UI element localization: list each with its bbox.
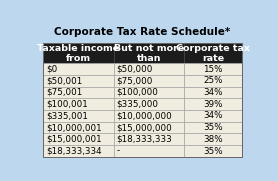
Text: 25%: 25% xyxy=(203,76,223,85)
Text: 15%: 15% xyxy=(203,65,223,73)
Text: 38%: 38% xyxy=(203,135,223,144)
Text: $75,001: $75,001 xyxy=(46,88,82,97)
Bar xyxy=(184,87,242,98)
Text: $100,000: $100,000 xyxy=(116,88,158,97)
Text: 34%: 34% xyxy=(203,88,223,97)
Text: $0: $0 xyxy=(46,65,57,73)
Bar xyxy=(43,43,114,63)
Text: $10,000,000: $10,000,000 xyxy=(116,111,172,120)
Text: $15,000,001: $15,000,001 xyxy=(46,135,101,144)
Text: 34%: 34% xyxy=(203,111,223,120)
Bar xyxy=(114,43,184,63)
Bar xyxy=(184,145,242,157)
Bar xyxy=(184,110,242,122)
Bar xyxy=(114,63,184,75)
Bar xyxy=(43,43,242,157)
Bar xyxy=(43,145,114,157)
Text: $75,000: $75,000 xyxy=(116,76,153,85)
Bar xyxy=(43,122,114,133)
Text: $100,001: $100,001 xyxy=(46,100,88,109)
Bar xyxy=(114,87,184,98)
Text: $10,000,001: $10,000,001 xyxy=(46,123,101,132)
Text: 35%: 35% xyxy=(203,123,223,132)
Bar xyxy=(114,110,184,122)
Bar xyxy=(43,110,114,122)
Text: But not more
than: But not more than xyxy=(114,44,184,63)
Bar xyxy=(184,63,242,75)
Bar xyxy=(43,133,114,145)
Bar xyxy=(184,122,242,133)
Bar xyxy=(43,87,114,98)
Text: $18,333,334: $18,333,334 xyxy=(46,147,101,155)
Text: Taxable income
from: Taxable income from xyxy=(38,44,120,63)
Bar xyxy=(43,63,114,75)
Text: $335,001: $335,001 xyxy=(46,111,88,120)
Text: Corporate Tax Rate Schedule*: Corporate Tax Rate Schedule* xyxy=(54,27,230,37)
Bar xyxy=(184,75,242,87)
Text: $50,001: $50,001 xyxy=(46,76,82,85)
Bar xyxy=(184,98,242,110)
Text: -: - xyxy=(116,147,120,155)
Text: Corporate tax
rate: Corporate tax rate xyxy=(176,44,250,63)
Bar xyxy=(114,133,184,145)
Bar xyxy=(184,43,242,63)
Text: 39%: 39% xyxy=(203,100,223,109)
Bar xyxy=(43,75,114,87)
Bar xyxy=(114,122,184,133)
Bar xyxy=(184,133,242,145)
Text: $15,000,000: $15,000,000 xyxy=(116,123,172,132)
Text: $18,333,333: $18,333,333 xyxy=(116,135,172,144)
Text: $50,000: $50,000 xyxy=(116,65,153,73)
Bar xyxy=(114,145,184,157)
Text: $335,000: $335,000 xyxy=(116,100,158,109)
Text: 35%: 35% xyxy=(203,147,223,155)
Bar xyxy=(114,75,184,87)
Bar xyxy=(43,98,114,110)
Bar xyxy=(114,98,184,110)
